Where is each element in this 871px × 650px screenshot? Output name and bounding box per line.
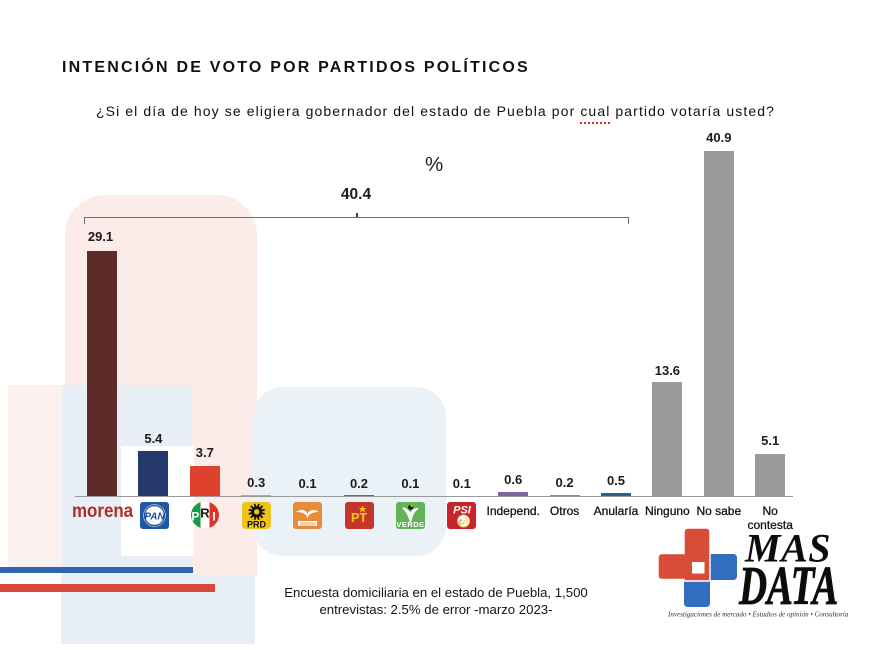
svg-text:PRD: PRD <box>247 519 267 529</box>
svg-text:PAN: PAN <box>144 511 165 522</box>
svg-text:PSI: PSI <box>454 504 473 516</box>
svg-text:VERDE: VERDE <box>396 520 424 529</box>
svg-text:I: I <box>213 509 216 523</box>
svg-text:P: P <box>192 509 200 523</box>
svg-text:DATA: DATA <box>738 555 838 616</box>
svg-text:PT: PT <box>351 511 367 525</box>
svg-text:R: R <box>201 505 211 520</box>
svg-text:Investigaciones de mercado • E: Investigaciones de mercado • Estudios de… <box>667 609 849 618</box>
svg-text:MAS: MAS <box>744 526 831 571</box>
